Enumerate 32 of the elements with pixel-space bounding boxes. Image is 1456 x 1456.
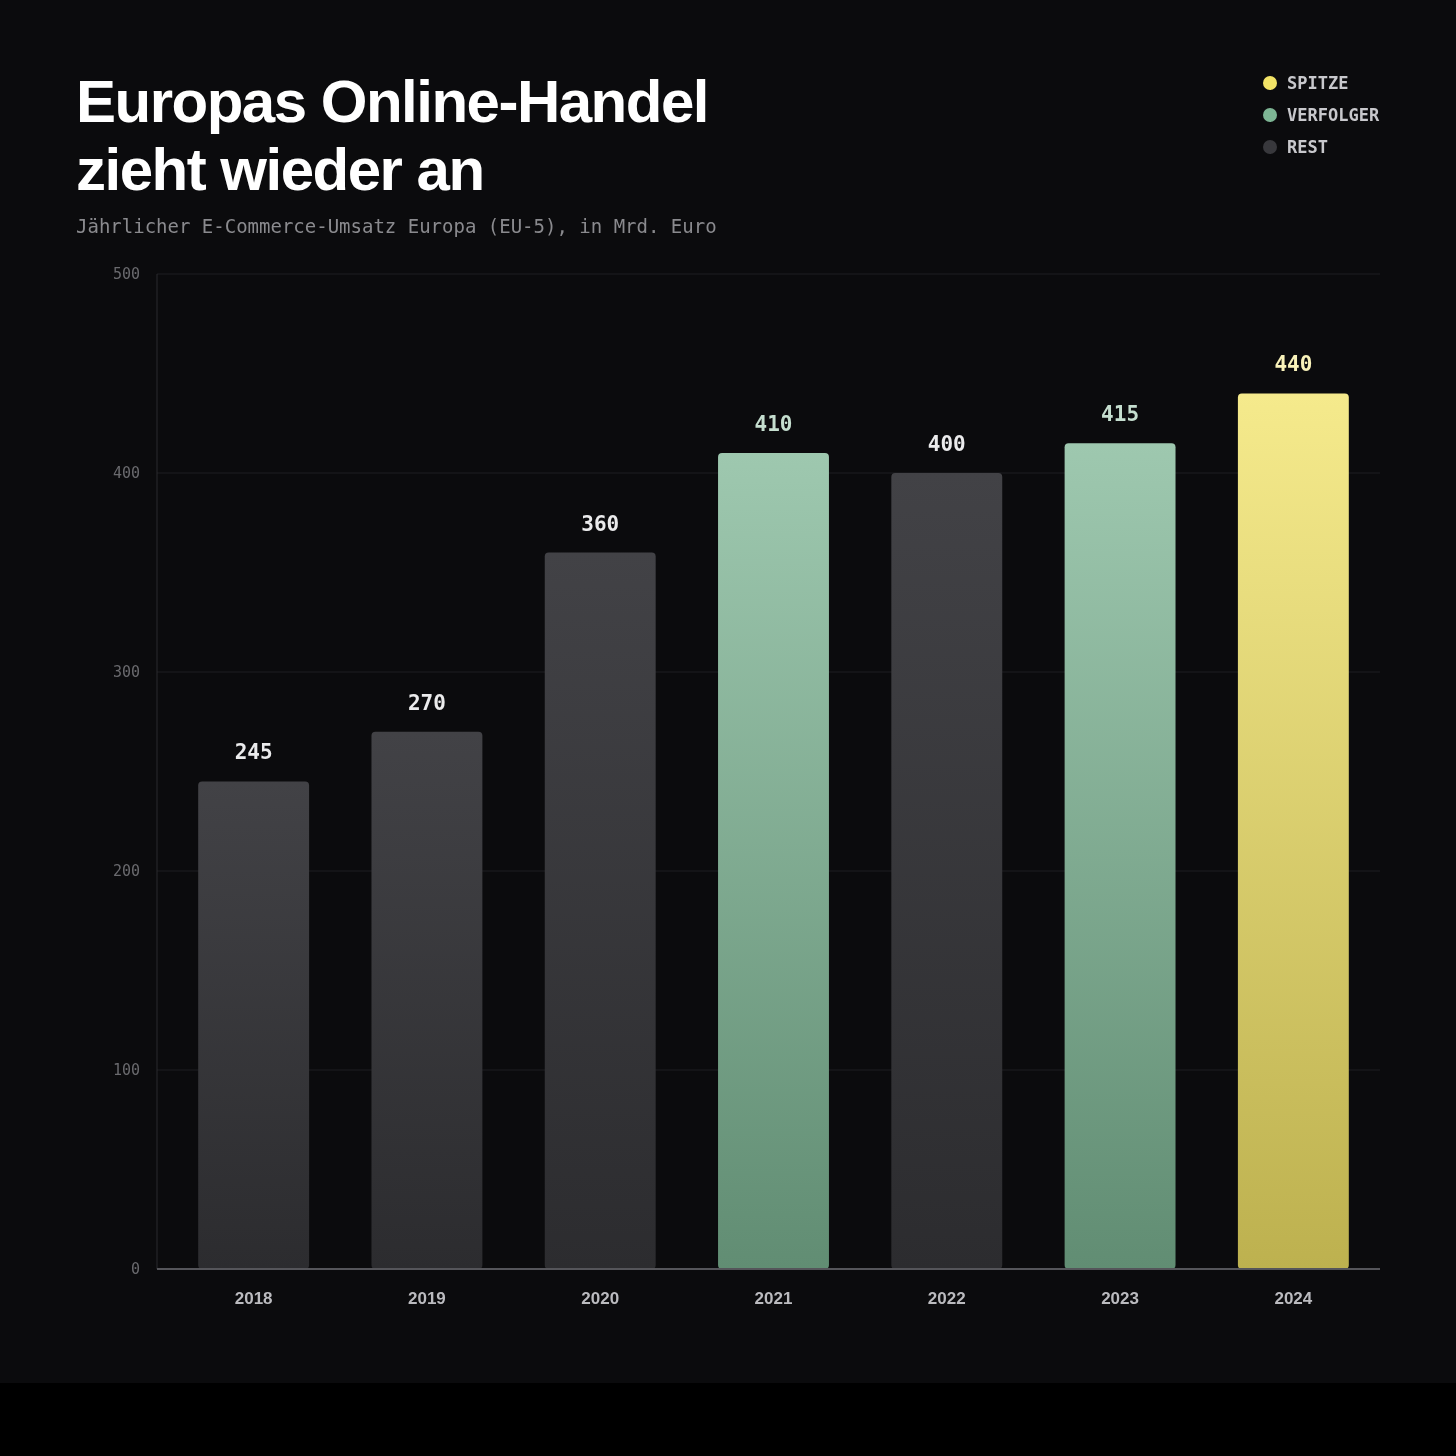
- legend-label: SPITZE: [1287, 72, 1349, 93]
- x-tick-label: 2018: [234, 1289, 273, 1308]
- chart-subtitle: Jährlicher E-Commerce-Umsatz Europa (EU-5), in Mrd. Euro: [76, 215, 717, 237]
- x-tick-label: 2022: [927, 1289, 966, 1308]
- x-tick-label: 2019: [408, 1289, 446, 1308]
- data-label: 415: [1101, 402, 1140, 427]
- bar: [891, 473, 1003, 1269]
- x-tick-label: 2020: [581, 1289, 620, 1308]
- legend-label: REST: [1287, 136, 1328, 157]
- x-tick-label: 2023: [1101, 1289, 1139, 1308]
- x-tick-label: 2024: [1274, 1289, 1313, 1308]
- bar: [718, 453, 829, 1269]
- bar: [544, 552, 656, 1269]
- bar: [1237, 393, 1349, 1269]
- data-label: 360: [581, 511, 620, 536]
- data-label: 410: [754, 412, 793, 437]
- x-tick-label: 2021: [754, 1289, 793, 1308]
- bar: [1064, 443, 1176, 1269]
- bar: [371, 731, 483, 1269]
- data-label: 270: [407, 690, 446, 715]
- data-label: 245: [234, 740, 273, 765]
- y-tick-label: 200: [112, 862, 140, 881]
- y-tick-label: 500: [112, 265, 140, 284]
- y-tick-label: 100: [112, 1061, 140, 1080]
- y-tick-label: 0: [130, 1260, 140, 1279]
- chart-title: Europas Online-Handel zieht wieder an: [76, 68, 708, 203]
- bar: [198, 781, 310, 1269]
- y-tick-label: 400: [112, 464, 140, 483]
- y-tick-label: 300: [112, 663, 140, 682]
- data-label: 440: [1274, 352, 1313, 377]
- legend-label: VERFOLGER: [1287, 104, 1380, 125]
- data-label: 400: [927, 432, 966, 456]
